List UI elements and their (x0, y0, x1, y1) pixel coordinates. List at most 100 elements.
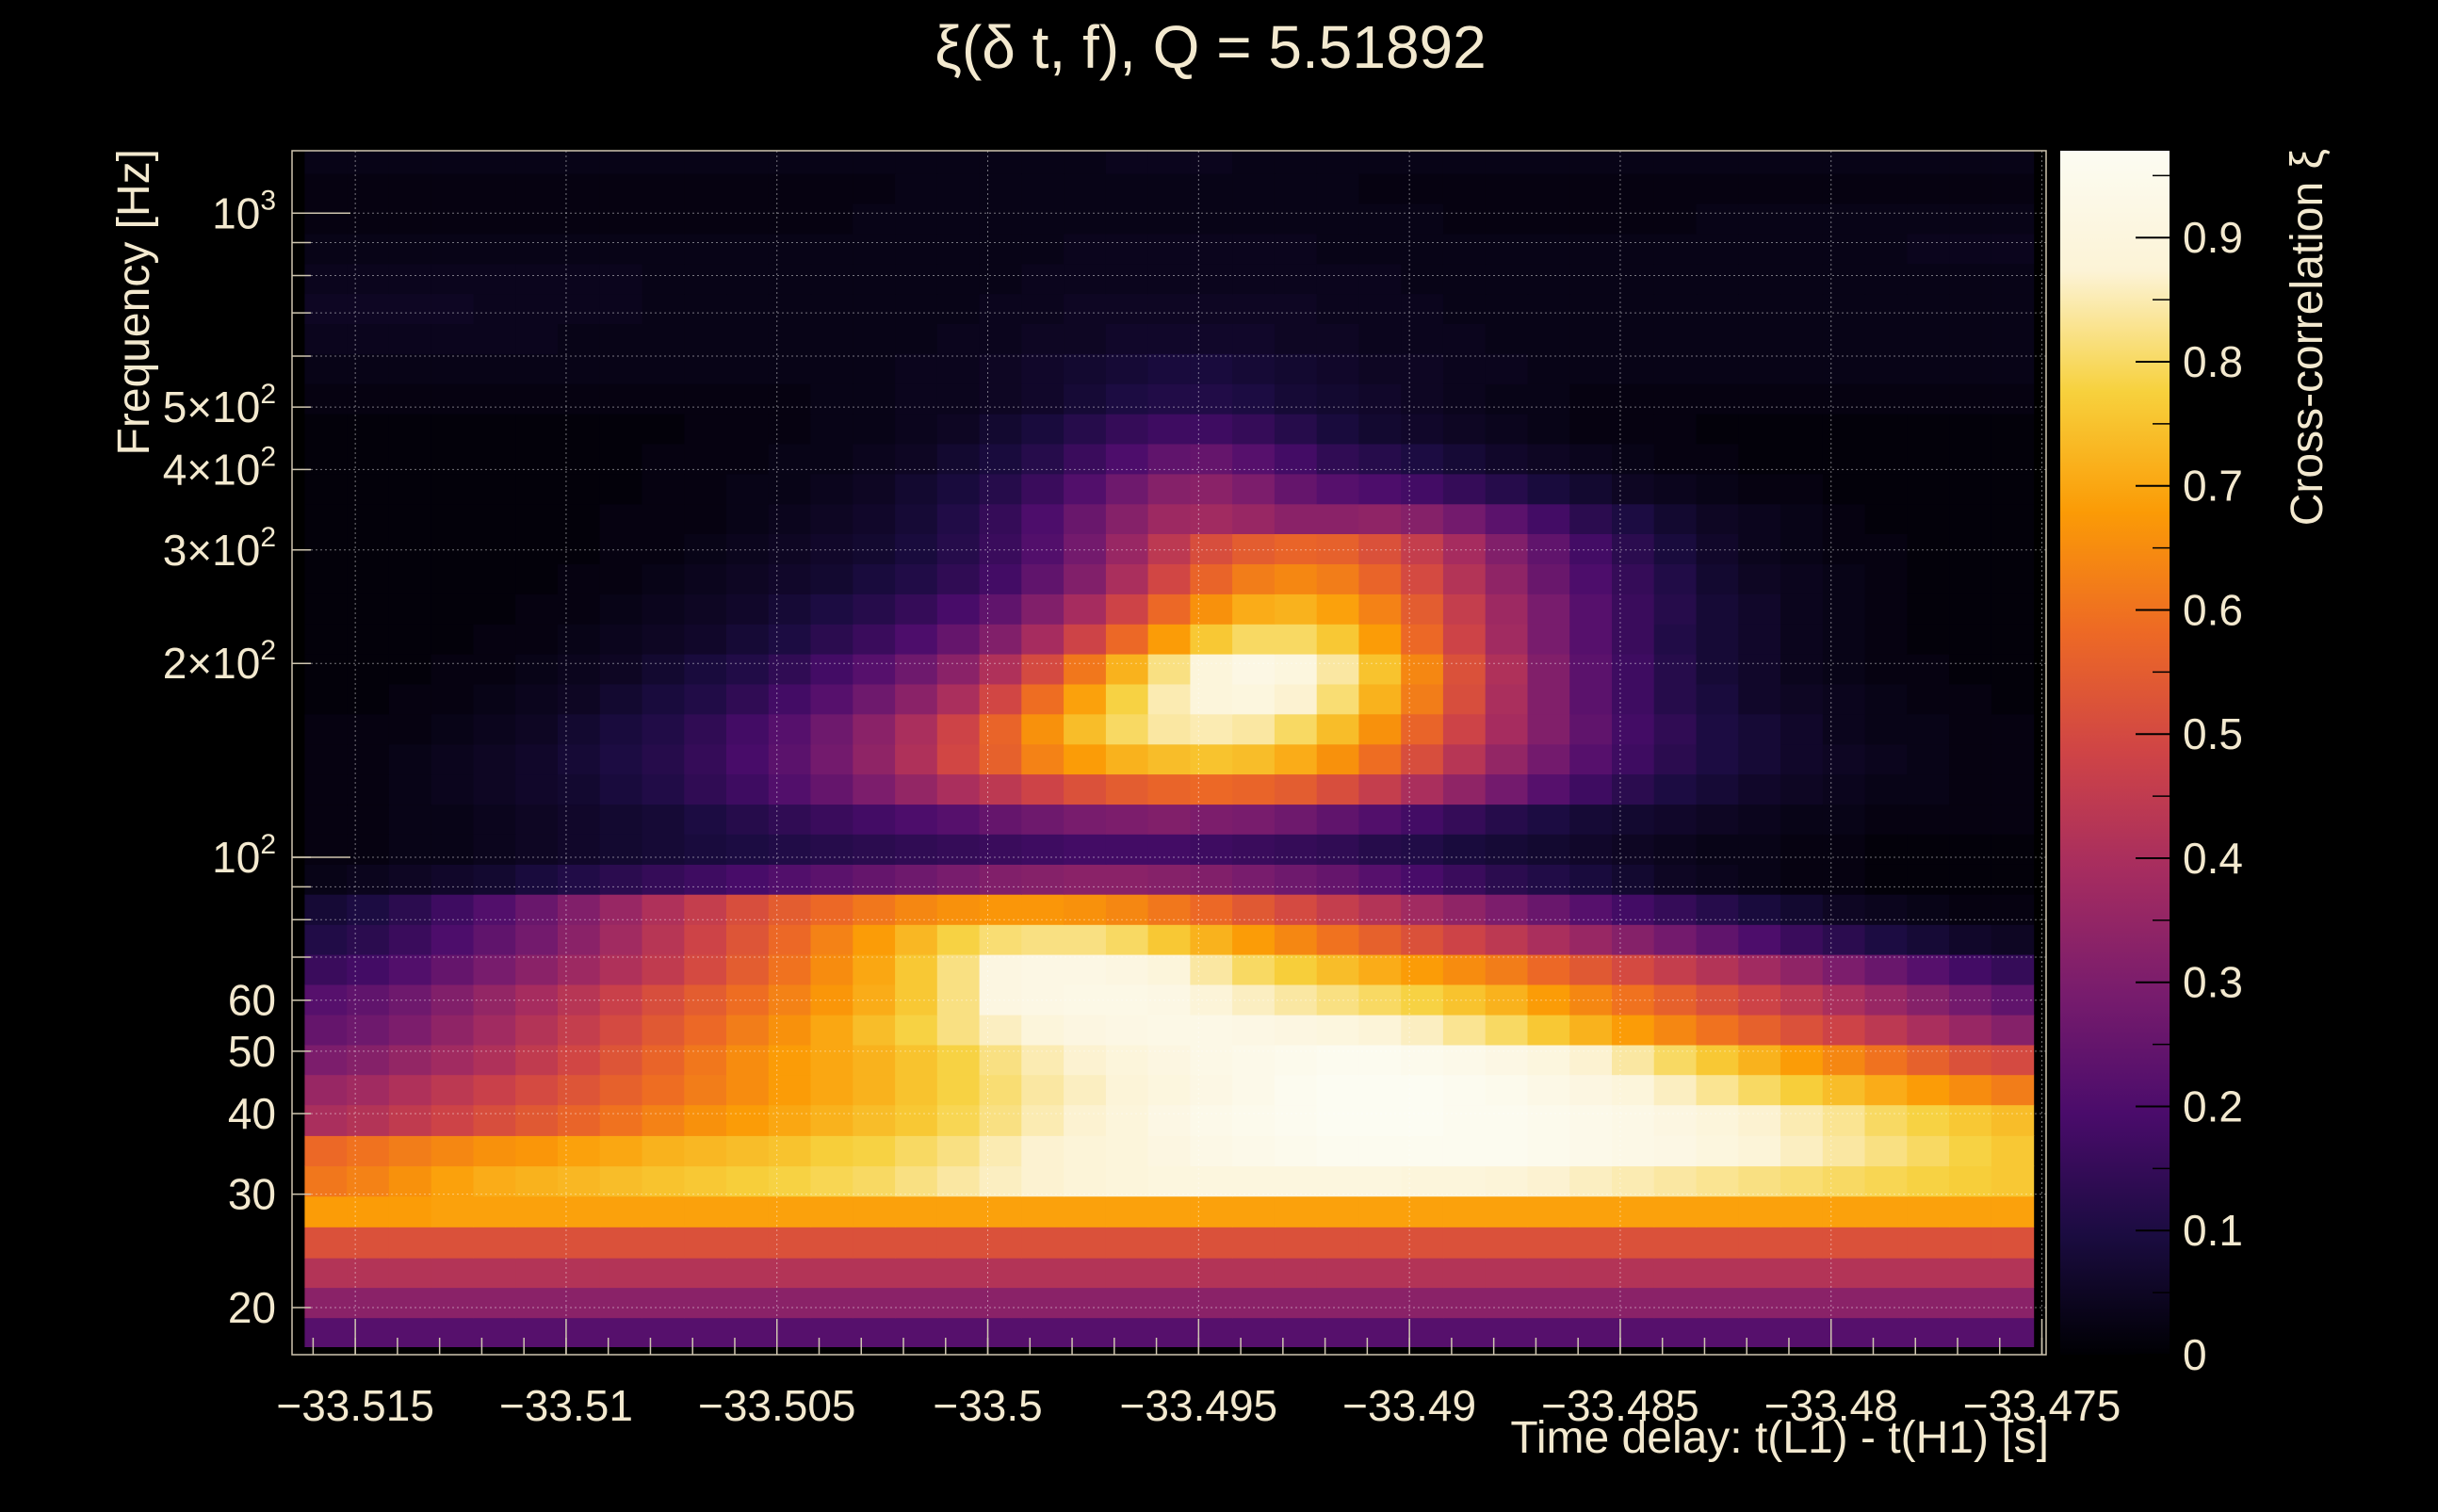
heatmap-cell (1358, 654, 1402, 685)
heatmap-cell (1316, 1104, 1360, 1136)
heatmap-cell (1401, 443, 1444, 475)
heatmap-cell (853, 593, 896, 625)
heatmap-cell (1527, 593, 1570, 625)
heatmap-cell (1064, 1317, 1107, 1347)
heatmap-cell (1358, 173, 1402, 204)
heatmap-cell (1316, 924, 1360, 955)
heatmap-cell (1949, 323, 1992, 354)
heatmap-cell (1527, 233, 1570, 265)
heatmap-cell (979, 1104, 1022, 1136)
heatmap-cell (1021, 1317, 1065, 1347)
heatmap-cell (853, 624, 896, 655)
heatmap-cell (936, 624, 981, 655)
heatmap-cell (979, 1317, 1022, 1347)
heatmap-cell (558, 1317, 601, 1347)
heatmap-cell (1105, 624, 1149, 655)
heatmap-cell (1316, 1135, 1360, 1167)
heatmap-cell (1738, 654, 1781, 685)
heatmap-cell (473, 743, 516, 775)
heatmap-cell (1612, 954, 1655, 985)
heatmap-cell (347, 924, 390, 955)
chart-title: ξ(δ t, f), Q = 5.51892 (935, 13, 1486, 81)
heatmap-cell (1907, 804, 1950, 835)
heatmap-cell (473, 1317, 516, 1347)
heatmap-cell (558, 683, 601, 715)
heatmap-cell (853, 1195, 896, 1227)
heatmap-cell (1442, 593, 1487, 625)
heatmap-cell (1864, 1165, 1908, 1197)
heatmap-cell (1569, 624, 1613, 655)
heatmap-cell (1822, 864, 1866, 895)
heatmap-cell (388, 773, 432, 805)
heatmap-cell (1991, 924, 2035, 955)
heatmap-cell (726, 353, 770, 384)
heatmap-cell (1527, 414, 1570, 445)
heatmap-cell (895, 624, 938, 655)
heatmap-cell (1569, 443, 1613, 475)
heatmap-cell (515, 1195, 559, 1227)
heatmap-cell (1442, 1074, 1487, 1106)
heatmap-cell (1864, 563, 1908, 594)
heatmap-cell (1991, 683, 2035, 715)
heatmap-cell (1358, 834, 1402, 865)
heatmap-cell (515, 894, 559, 925)
heatmap-cell (1653, 203, 1698, 235)
heatmap-cell (1822, 954, 1866, 985)
heatmap-cell (1021, 1015, 1065, 1046)
heatmap-cell (1147, 1258, 1191, 1289)
heatmap-cell (979, 563, 1022, 594)
heatmap-cell (1021, 443, 1065, 475)
heatmap-cell (895, 924, 938, 955)
heatmap-cell (1232, 1044, 1276, 1076)
heatmap-cell (1864, 654, 1908, 685)
heatmap-cell (1696, 473, 1739, 505)
heatmap-cell (1105, 263, 1149, 295)
heatmap-cell (558, 443, 601, 475)
heatmap-cell (1442, 834, 1487, 865)
heatmap-cell (1907, 173, 1950, 204)
heatmap-cell (936, 984, 981, 1016)
heatmap-cell (1232, 323, 1276, 354)
heatmap-cell (1190, 1015, 1233, 1046)
heatmap-cell (1358, 443, 1402, 475)
heatmap-cell (768, 864, 812, 895)
heatmap-cell (304, 894, 348, 925)
heatmap-cell (1190, 503, 1233, 534)
heatmap-cell (1738, 1317, 1781, 1347)
heatmap-cell (810, 624, 853, 655)
heatmap-cell (1949, 984, 1992, 1016)
heatmap-cell (1064, 414, 1107, 445)
heatmap-cell (304, 954, 348, 985)
heatmap-cell (1822, 1135, 1866, 1167)
heatmap-cell (726, 834, 770, 865)
heatmap-cell (1612, 834, 1655, 865)
heatmap-cell (1064, 503, 1107, 534)
heatmap-cell (558, 323, 601, 354)
heatmap-cell (1653, 1044, 1698, 1076)
heatmap-cell (558, 864, 601, 895)
heatmap-cell (1949, 443, 1992, 475)
heatmap-cell (347, 1258, 390, 1289)
heatmap-cell (1612, 173, 1655, 204)
heatmap-cell (1569, 473, 1613, 505)
heatmap-cell (979, 1195, 1022, 1227)
heatmap-cell (599, 503, 643, 534)
heatmap-cell (1653, 624, 1698, 655)
heatmap-cell (642, 1195, 685, 1227)
heatmap-cell (1991, 1317, 2035, 1347)
heatmap-cell (1105, 353, 1149, 384)
heatmap-cell (1569, 1135, 1613, 1167)
heatmap-cell (1147, 383, 1191, 415)
heatmap-cell (1232, 293, 1276, 324)
heatmap-cell (388, 654, 432, 685)
heatmap-cell (895, 804, 938, 835)
heatmap-cell (684, 233, 727, 265)
heatmap-cell (684, 383, 727, 415)
heatmap-cell (810, 1165, 853, 1197)
heatmap-cell (1274, 323, 1318, 354)
heatmap-cell (895, 323, 938, 354)
heatmap-cell (1738, 473, 1781, 505)
heatmap-cell (1864, 683, 1908, 715)
heatmap-cell (304, 151, 348, 174)
heatmap-cell (895, 533, 938, 564)
